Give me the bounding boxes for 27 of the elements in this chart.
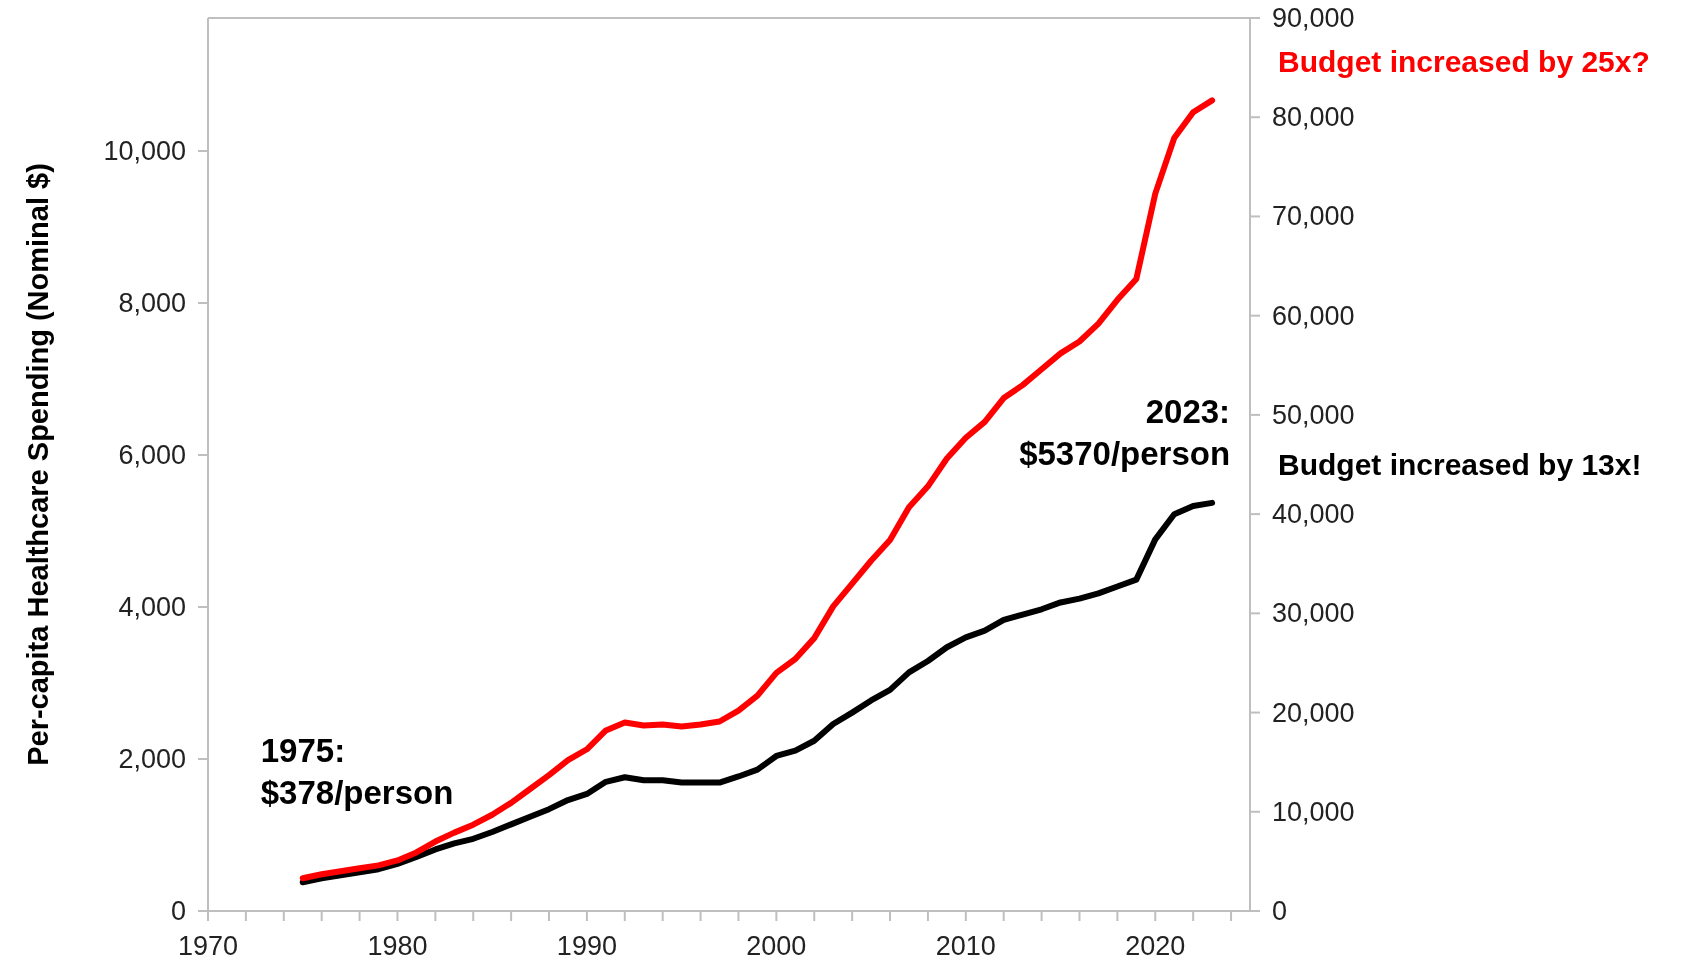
x-tick-label: 1980 bbox=[367, 931, 428, 961]
y2-tick-label: 20,000 bbox=[1272, 697, 1355, 728]
y2-tick-label: 30,000 bbox=[1272, 598, 1355, 629]
x-tick-label: 2010 bbox=[935, 931, 996, 961]
y-tick-label: 6,000 bbox=[118, 440, 186, 470]
y2-tick-label: 70,000 bbox=[1272, 201, 1355, 232]
y-tick-label: 4,000 bbox=[118, 592, 186, 622]
annotation: 2023: $5370/person bbox=[1019, 392, 1231, 472]
y2-tick-label: 90,000 bbox=[1272, 3, 1355, 33]
text: Budget increased by 13x! bbox=[1278, 447, 1642, 481]
y-tick-label: 0 bbox=[170, 896, 186, 926]
y-tick-label: 8,000 bbox=[118, 288, 186, 318]
y-axis-title: Per-capita Healthcare Spending (Nominal $) bbox=[22, 163, 54, 766]
x-tick-label: 2000 bbox=[746, 931, 807, 961]
y-tick-label: 2,000 bbox=[118, 744, 186, 774]
text: Budget increased by 25x? bbox=[1278, 45, 1650, 79]
x-tick-label: 1970 bbox=[177, 931, 239, 961]
y2-tick-label: 40,000 bbox=[1272, 499, 1355, 530]
x-tick-label: 2020 bbox=[1125, 931, 1186, 961]
y2-tick-label: 50,000 bbox=[1272, 399, 1355, 430]
y2-tick-label: 10,000 bbox=[1272, 796, 1355, 827]
y2-tick-label: 60,000 bbox=[1272, 300, 1355, 331]
x-tick-label: 1990 bbox=[556, 931, 617, 961]
y-tick-label: 10,000 bbox=[103, 136, 186, 166]
y2-tick-label: 0 bbox=[1272, 896, 1288, 926]
y2-tick-label: 80,000 bbox=[1272, 102, 1355, 133]
annotation: 1975: $378/person bbox=[260, 732, 454, 812]
